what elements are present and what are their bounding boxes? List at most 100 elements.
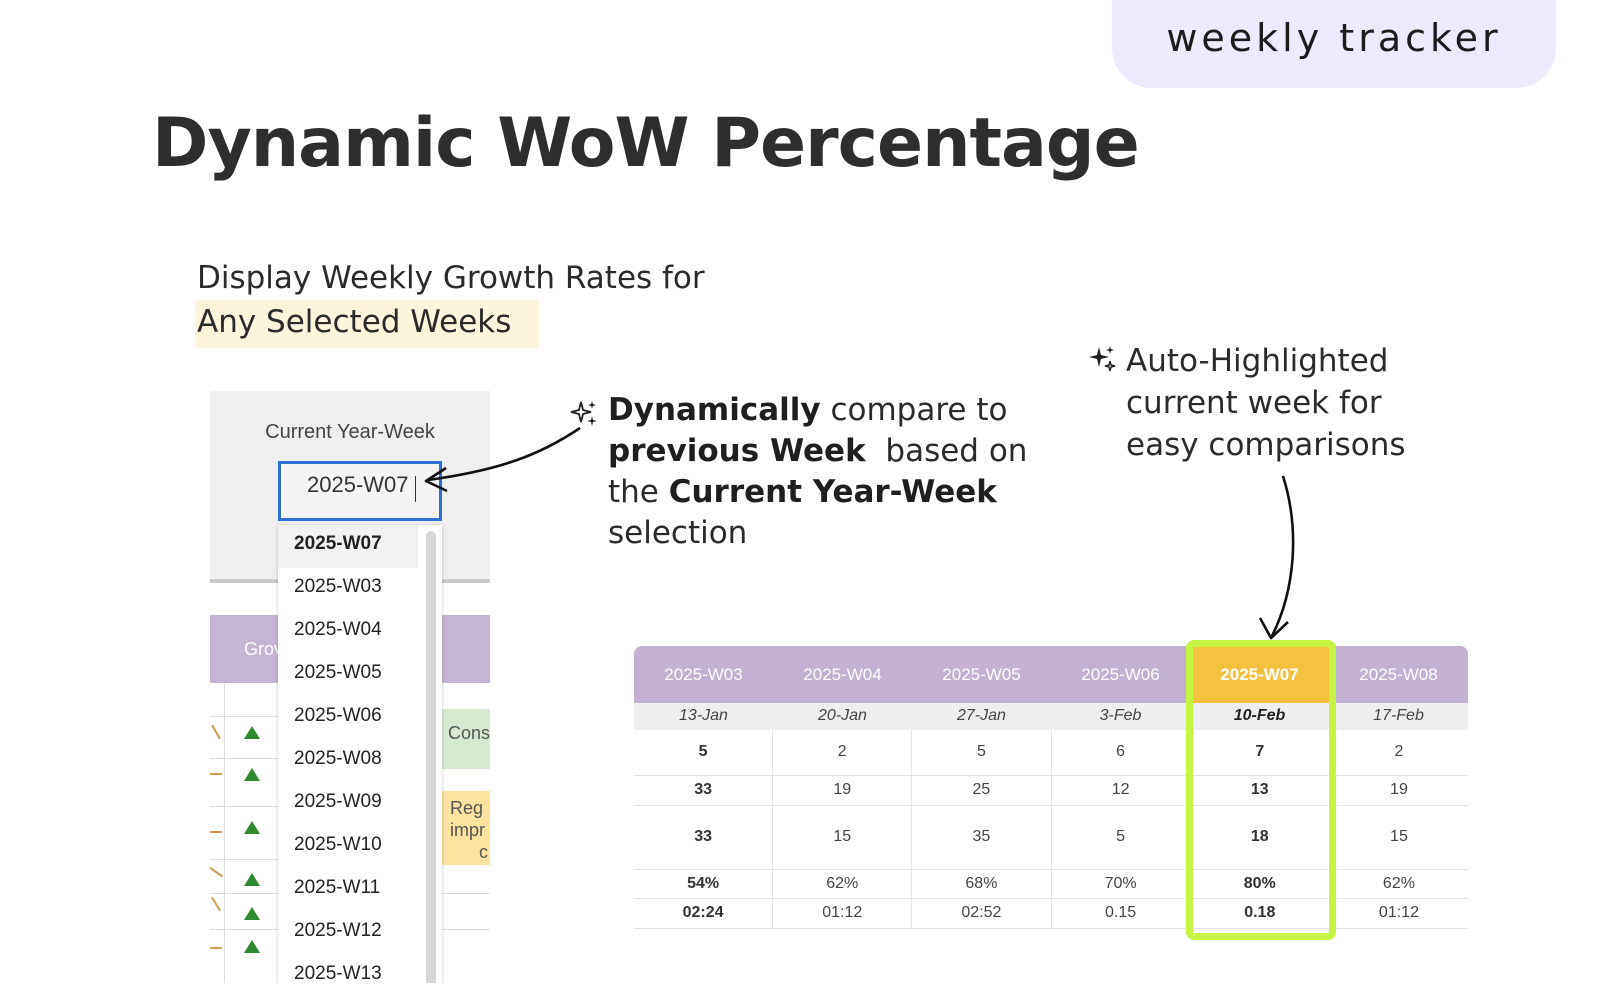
weekly-tracker-tag: weekly tracker xyxy=(1112,0,1556,88)
dropdown-option[interactable]: 2025-W12 xyxy=(294,920,382,941)
sheet-col-line xyxy=(224,683,225,983)
dropdown-option[interactable]: 2025-W03 xyxy=(294,576,382,597)
date-cell: 10-Feb xyxy=(1233,707,1286,724)
week-header-cell: 2025-W05 xyxy=(942,665,1021,684)
trend-mark xyxy=(210,947,222,949)
up-triangle-icon xyxy=(244,768,260,781)
dropdown-option[interactable]: 2025-W13 xyxy=(294,963,382,983)
sheet-cell-reg-line: impr xyxy=(450,820,485,840)
table-cell: 12 xyxy=(1052,776,1191,805)
table-cell: 02:24 xyxy=(634,899,774,928)
dropdown-option[interactable]: 2025-W08 xyxy=(294,748,382,769)
arrow-head-current-week xyxy=(1258,617,1289,640)
table-cell: 33 xyxy=(634,776,774,805)
note-bold: Current Year-Week xyxy=(668,474,997,510)
dropdown-option[interactable]: 2025-W05 xyxy=(294,662,382,683)
trend-mark xyxy=(210,866,224,878)
table-cell: 70% xyxy=(1052,870,1191,898)
table-cell: 25 xyxy=(912,776,1052,805)
note-line: current week for xyxy=(1126,385,1382,421)
table-cell: 01:12 xyxy=(773,899,913,928)
dropdown-option[interactable]: 2025-W07 xyxy=(278,525,418,568)
trend-mark xyxy=(211,724,221,740)
table-row: 54% 62% 68% 70% 80% 62% xyxy=(634,870,1468,899)
table-cell: 15 xyxy=(1390,828,1408,845)
note-bold: previous Week xyxy=(608,433,866,469)
week-header-cell: 2025-W08 xyxy=(1359,665,1438,684)
up-triangle-icon xyxy=(244,907,260,920)
date-cell: 13-Jan xyxy=(679,707,728,724)
up-triangle-icon xyxy=(244,873,260,886)
table-cell: 2 xyxy=(773,730,913,775)
up-triangle-icon xyxy=(244,821,260,834)
year-week-dropdown[interactable]: 2025-W07 2025-W03 2025-W04 2025-W05 2025… xyxy=(278,525,442,983)
week-header-cell: 2025-W04 xyxy=(803,665,882,684)
table-row: 02:24 01:12 02:52 0.15 0.18 01:12 xyxy=(634,899,1468,929)
table-cell: 68% xyxy=(912,870,1052,898)
date-cell: 3-Feb xyxy=(1099,707,1142,724)
date-cell: 17-Feb xyxy=(1373,707,1424,724)
trend-mark xyxy=(210,831,222,833)
dropdown-option[interactable]: 2025-W04 xyxy=(294,619,382,640)
table-cell: 6 xyxy=(1052,730,1191,775)
weekly-table: 2025-W03 2025-W04 2025-W05 2025-W06 2025… xyxy=(634,646,1468,929)
up-triangle-icon xyxy=(244,940,260,953)
table-cell: 19 xyxy=(773,776,913,805)
dropdown-option[interactable]: 2025-W11 xyxy=(294,877,381,898)
sparkle-icon xyxy=(1089,346,1116,372)
sheet-cell-reg: Reg impr c xyxy=(442,791,490,865)
date-cell: 27-Jan xyxy=(957,707,1006,724)
table-row: 5 2 5 6 7 2 xyxy=(634,730,1468,776)
table-cell: 7 xyxy=(1191,730,1330,775)
date-row: 13-Jan 20-Jan 27-Jan 3-Feb 10-Feb 17-Feb xyxy=(634,703,1468,730)
table-cell: 35 xyxy=(912,806,1052,869)
current-year-week-input[interactable]: 2025-W07 xyxy=(278,461,442,521)
sparkle-icon xyxy=(570,401,597,426)
current-week-header-cell: 2025-W07 xyxy=(1190,646,1329,703)
table-cell: 80% xyxy=(1191,870,1330,898)
table-row: 33 19 25 12 13 19 xyxy=(634,776,1468,806)
note-text: compare to xyxy=(820,392,1008,428)
table-cell: 01:12 xyxy=(1378,904,1419,921)
table-cell: 18 xyxy=(1191,806,1330,869)
up-triangle-icon xyxy=(244,726,260,739)
trend-mark xyxy=(211,896,221,912)
week-header-cell: 2025-W03 xyxy=(664,665,743,684)
table-cell: 0.15 xyxy=(1052,899,1191,928)
dynamic-compare-note: Dynamically compare to previous Week bas… xyxy=(608,390,1028,554)
note-text: selection xyxy=(608,515,748,551)
sheet-preview: Current Year-Week 2025-W07 Grov Cons Reg… xyxy=(210,391,490,983)
current-year-week-label: Current Year-Week xyxy=(265,421,435,443)
auto-highlight-note: Auto-Highlighted current week for easy c… xyxy=(1126,340,1446,466)
dropdown-option[interactable]: 2025-W09 xyxy=(294,791,382,812)
week-header-row: 2025-W03 2025-W04 2025-W05 2025-W06 2025… xyxy=(634,646,1468,703)
sheet-cell-reg-line: Reg xyxy=(450,798,484,818)
subtitle-line-1: Display Weekly Growth Rates for xyxy=(197,260,705,296)
subtitle-line-2-highlight: Any Selected Weeks xyxy=(195,300,540,348)
week-header-cell: 2025-W06 xyxy=(1081,665,1160,684)
date-cell: 20-Jan xyxy=(818,707,867,724)
table-row: 33 15 35 5 18 15 xyxy=(634,806,1468,870)
table-cell: 19 xyxy=(1390,781,1408,798)
table-cell: 15 xyxy=(773,806,913,869)
trend-mark xyxy=(210,773,222,775)
sheet-group-header-label: Grov xyxy=(244,639,284,659)
table-cell: 13 xyxy=(1191,776,1330,805)
table-cell: 33 xyxy=(634,806,774,869)
page-title: Dynamic WoW Percentage xyxy=(152,104,1140,183)
subtitle: Display Weekly Growth Rates for Any Sele… xyxy=(195,256,705,348)
table-cell: 54% xyxy=(634,870,774,898)
table-cell: 62% xyxy=(1382,875,1415,892)
sheet-cell-reg-line: c xyxy=(479,842,488,862)
note-bold: Dynamically xyxy=(608,392,821,428)
dropdown-scrollbar[interactable] xyxy=(426,531,436,983)
sheet-cell-cons: Cons xyxy=(442,709,490,769)
dropdown-option[interactable]: 2025-W10 xyxy=(294,834,382,855)
note-line: easy comparisons xyxy=(1126,427,1406,463)
note-text: the xyxy=(608,474,669,510)
dropdown-option[interactable]: 2025-W06 xyxy=(294,705,382,726)
table-cell: 5 xyxy=(912,730,1052,775)
table-cell: 62% xyxy=(773,870,913,898)
table-cell: 0.18 xyxy=(1191,899,1330,928)
table-cell: 5 xyxy=(634,730,774,775)
